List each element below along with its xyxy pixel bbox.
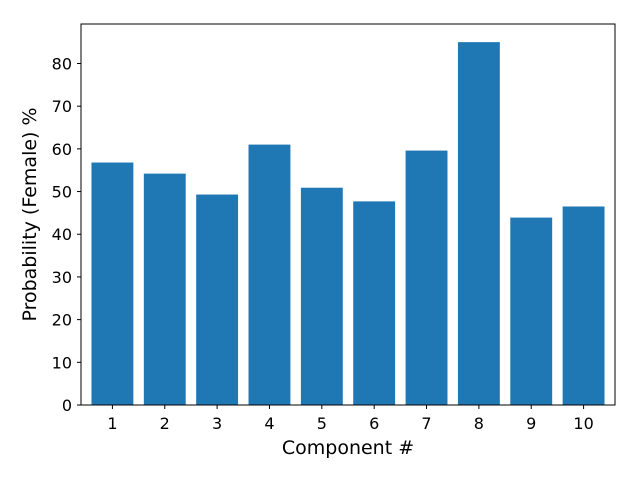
x-tick-label: 3 bbox=[212, 414, 222, 433]
bars bbox=[91, 42, 605, 406]
bar-1 bbox=[91, 162, 134, 405]
bar-7 bbox=[405, 150, 448, 405]
y-tick-label: 50 bbox=[52, 183, 72, 202]
bar-3 bbox=[196, 194, 239, 405]
x-tick-label: 6 bbox=[369, 414, 379, 433]
bar-2 bbox=[143, 173, 186, 405]
bar-6 bbox=[353, 201, 396, 405]
y-tick-label: 40 bbox=[52, 225, 72, 244]
x-axis-label: Component # bbox=[282, 437, 414, 459]
x-tick-label: 10 bbox=[573, 414, 593, 433]
x-tick-label: 8 bbox=[474, 414, 484, 433]
x-tick-label: 1 bbox=[107, 414, 117, 433]
y-tick-label: 70 bbox=[52, 97, 72, 116]
x-tick-label: 7 bbox=[421, 414, 431, 433]
y-tick-label: 20 bbox=[52, 311, 72, 330]
y-axis-label: Probability (Female) % bbox=[19, 107, 41, 321]
x-axis-ticks: 1 2 3 4 5 6 7 8 9 10 bbox=[107, 405, 594, 433]
y-tick-label: 80 bbox=[52, 54, 72, 73]
y-tick-label: 30 bbox=[52, 268, 72, 287]
bar-4 bbox=[248, 144, 291, 406]
bar-5 bbox=[300, 187, 343, 405]
y-tick-label: 60 bbox=[52, 140, 72, 159]
x-tick-label: 5 bbox=[317, 414, 327, 433]
x-tick-label: 4 bbox=[264, 414, 274, 433]
x-tick-label: 2 bbox=[160, 414, 170, 433]
bar-9 bbox=[510, 217, 553, 405]
y-tick-label: 10 bbox=[52, 353, 72, 372]
plot-frame bbox=[80, 23, 616, 406]
bar-8 bbox=[457, 42, 500, 406]
y-tick-label: 0 bbox=[62, 396, 72, 415]
y-axis-ticks: 0 10 20 30 40 50 60 70 80 bbox=[52, 54, 81, 415]
x-tick-label: 9 bbox=[526, 414, 536, 433]
bar-10 bbox=[562, 206, 605, 405]
